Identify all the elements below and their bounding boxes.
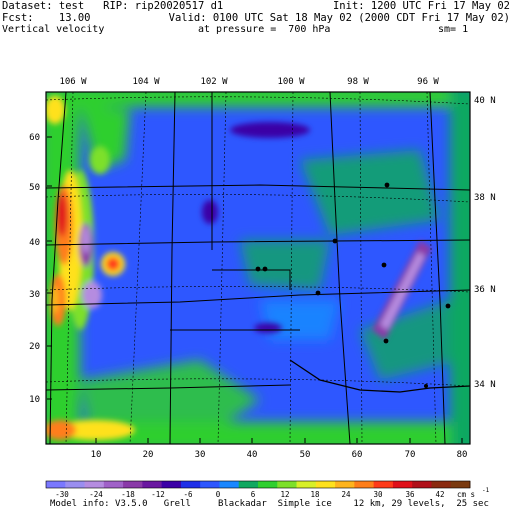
city-dot (262, 266, 268, 272)
legend-label: 36 (405, 490, 415, 499)
grid-y-label: 20 (29, 342, 40, 352)
legend-label: -30 (55, 490, 69, 499)
city-markers (255, 182, 451, 388)
city-dot (315, 290, 321, 296)
legend-label: 24 (341, 490, 351, 499)
legend-swatch (392, 481, 413, 488)
lon-label: 96 W (417, 77, 439, 87)
legend-frame (45, 480, 471, 489)
legend-label: 42 (435, 490, 444, 499)
legend-label: -6 (183, 490, 193, 499)
legend-label: -18 (121, 490, 135, 499)
legend-swatch (84, 481, 105, 488)
model-info: Model info: V3.5.0 Grell Blackadar Simpl… (50, 499, 489, 509)
lon-label: 102 W (200, 77, 228, 87)
legend-units: cm s (457, 490, 475, 499)
plot-frame (45, 91, 471, 445)
lon-label: 106 W (59, 77, 87, 87)
pressure-level: at pressure = 700 hPa (198, 24, 331, 35)
legend-swatch (200, 481, 220, 488)
legend-swatch (238, 481, 259, 488)
city-dot (424, 384, 428, 388)
init-time: Init: 1200 UTC Fri 17 May 02 (332, 0, 510, 12)
lat-label: 40 N (474, 96, 496, 106)
dataset-line: Dataset: test RIP: rip20020517 d1 (2, 0, 224, 12)
lat-label: 38 N (474, 193, 496, 203)
color-legend-labels: -30 -24 -18 -12 -6 0 6 12 18 24 30 36 42… (55, 487, 489, 499)
legend-swatch (450, 481, 471, 488)
forecast-line: Fcst: 13.00 (2, 12, 91, 24)
frame-ticks (47, 136, 463, 443)
city-dot (445, 303, 451, 309)
smoothing-level: sm= 1 (438, 24, 469, 35)
legend-swatch (373, 481, 394, 488)
legend-swatch (65, 481, 85, 488)
grid-x-label: 40 (247, 450, 258, 460)
grid-y-label: 50 (29, 183, 40, 193)
city-dot (255, 266, 261, 272)
legend-label: 6 (251, 490, 256, 499)
state-border-west (49, 92, 67, 444)
lat-label: 34 N (474, 380, 496, 390)
city-dot (381, 262, 387, 268)
lon-label: 104 W (132, 77, 160, 87)
city-dot (384, 182, 390, 188)
legend-swatch (277, 481, 297, 488)
legend-swatch (296, 481, 317, 488)
legend-swatch (103, 481, 124, 488)
grid-x-label: 70 (405, 450, 416, 460)
legend-units-exponent: -1 (482, 487, 490, 494)
legend-swatch (412, 481, 432, 488)
grid-x-label: 20 (143, 450, 154, 460)
grid-x-label: 10 (91, 450, 102, 460)
grid-x-label: 60 (352, 450, 363, 460)
grid-x-label: 80 (457, 450, 468, 460)
valid-time: Valid: 0100 UTC Sat 18 May 02 (2000 CDT … (168, 12, 510, 24)
legend-swatch (219, 481, 240, 488)
legend-label: 0 (216, 490, 221, 499)
legend-swatch (142, 481, 163, 488)
legend-label: 30 (373, 490, 383, 499)
grid-y-label: 30 (29, 290, 40, 300)
field-name: Vertical velocity (2, 24, 105, 35)
legend-swatch (431, 481, 452, 488)
grid-y-label: 60 (29, 133, 40, 143)
grid-y-label: 40 (29, 238, 40, 248)
lat-lon-grid (46, 92, 470, 444)
legend-label: -12 (151, 490, 165, 499)
legend-label: 12 (280, 490, 289, 499)
legend-label: -24 (89, 490, 103, 499)
city-dot (383, 338, 389, 344)
legend-swatch (315, 481, 336, 488)
color-legend (45, 480, 471, 489)
grid-x-label: 30 (195, 450, 206, 460)
legend-swatch (161, 481, 182, 488)
legend-label: 18 (310, 490, 320, 499)
grid-x-label: 50 (300, 450, 311, 460)
legend-swatch (46, 481, 66, 488)
city-dot (332, 238, 338, 244)
legend-swatch (335, 481, 355, 488)
legend-swatch (354, 481, 375, 488)
legend-swatch (258, 481, 278, 488)
grid-y-label: 10 (29, 395, 40, 405)
lon-label: 98 W (347, 77, 369, 87)
map-outlines (46, 92, 470, 444)
legend-swatch (180, 481, 201, 488)
legend-swatch (123, 481, 143, 488)
lon-label: 100 W (277, 77, 305, 87)
lat-label: 36 N (474, 285, 496, 295)
